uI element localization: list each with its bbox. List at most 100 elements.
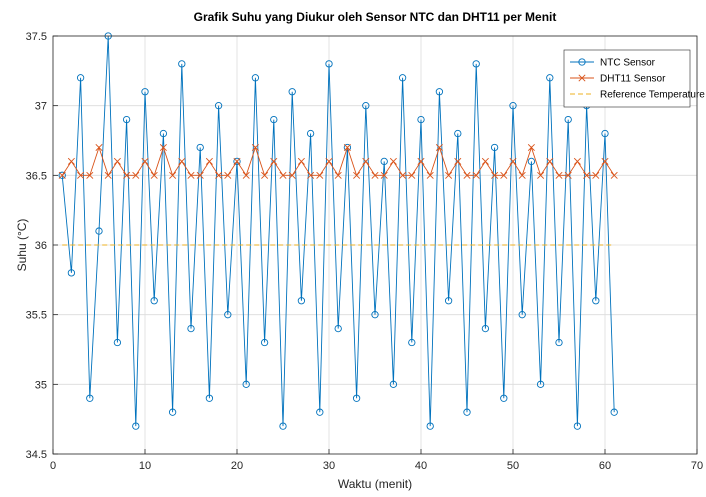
x-tick-label: 0 xyxy=(50,460,56,472)
series-layer xyxy=(58,32,618,430)
ntc-sensor-point xyxy=(426,422,434,430)
ntc-sensor-point xyxy=(132,422,140,430)
ntc-sensor-point xyxy=(141,88,149,96)
dht11-sensor-point xyxy=(527,143,535,151)
dht11-sensor-point xyxy=(132,171,140,179)
ntc-sensor-point xyxy=(362,102,370,110)
dht11-sensor-point xyxy=(325,157,333,165)
ntc-sensor-point xyxy=(343,143,352,152)
ntc-sensor-point xyxy=(297,297,306,305)
y-tick-label: 37.5 xyxy=(26,31,47,43)
dht11-sensor-point xyxy=(113,157,121,165)
dht11-sensor-point xyxy=(426,171,434,179)
y-tick-label: 34.5 xyxy=(26,449,47,461)
ntc-sensor-point xyxy=(371,311,379,319)
ntc-sensor-point xyxy=(306,129,315,138)
dht11-sensor-point xyxy=(242,171,250,179)
y-tick-label: 37 xyxy=(35,101,47,113)
ntc-sensor-point xyxy=(76,74,85,82)
dht11-sensor-point xyxy=(417,157,425,165)
legend: NTC Sensor DHT11 Sensor Reference Temperat… xyxy=(563,49,705,108)
ntc-sensor-point xyxy=(325,60,333,68)
ntc-sensor-point xyxy=(500,394,508,402)
ntc-sensor-point xyxy=(316,408,324,416)
dht11-sensor-point xyxy=(178,157,186,165)
dht11-sensor-point xyxy=(77,171,85,179)
dht11-sensor-point xyxy=(251,143,259,151)
dht11-sensor-point xyxy=(334,171,342,179)
x-tick-label: 40 xyxy=(415,460,427,472)
ntc-sensor-point xyxy=(435,88,444,96)
dht11-sensor-point xyxy=(555,171,563,179)
dht11-sensor-point xyxy=(196,171,204,179)
chart-title: Grafik Suhu yang Diukur oleh Sensor NTC … xyxy=(194,10,557,24)
ntc-sensor-point xyxy=(408,338,416,347)
ntc-sensor-point xyxy=(610,408,618,416)
x-tick-label: 60 xyxy=(599,460,611,472)
ntc-sensor-point xyxy=(95,227,103,235)
dht11-sensor-point xyxy=(288,171,296,179)
dht11-sensor-point xyxy=(445,171,453,179)
dht11-sensor-point xyxy=(573,157,581,165)
ntc-sensor-point xyxy=(150,297,158,305)
y-tick-label: 36 xyxy=(35,240,47,252)
ntc-sensor-point xyxy=(279,422,287,430)
ntc-sensor-point xyxy=(334,324,342,333)
dht11-sensor-point xyxy=(610,171,618,179)
legend-label: DHT11 Sensor xyxy=(600,74,666,85)
ntc-sensor-point xyxy=(205,394,214,402)
ntc-sensor-point xyxy=(536,380,545,388)
ntc-sensor-point xyxy=(454,129,462,138)
series-ntc-sensor xyxy=(58,32,618,430)
dht11-sensor-point xyxy=(270,157,278,165)
dht11-sensor-point xyxy=(123,171,131,179)
ticks: 0 10 20 30 40 50 60 70 34.5 35 35.5 36 36.5 37 37.5 xyxy=(26,31,704,472)
dht11-sensor-point xyxy=(169,171,177,179)
dht11-sensor-point xyxy=(343,143,351,151)
dht11-sensor-point xyxy=(518,171,526,179)
ntc-sensor-point xyxy=(380,157,388,166)
dht11-sensor-point xyxy=(408,171,416,179)
ntc-sensor-point xyxy=(417,115,425,124)
ntc-sensor-point xyxy=(573,422,582,430)
dht11-sensor-point xyxy=(583,171,591,179)
ntc-sensor-point xyxy=(288,88,296,96)
legend-box xyxy=(563,49,691,108)
dht11-sensor-point xyxy=(316,171,324,179)
ntc-sensor-point xyxy=(444,297,453,305)
dht11-sensor-point xyxy=(389,157,397,165)
y-axis-label: Suhu (°C) xyxy=(15,219,29,272)
ntc-sensor-point xyxy=(58,171,66,179)
ntc-sensor-point xyxy=(389,380,398,388)
legend-entry-ntc-sensor: NTC Sensor xyxy=(570,58,656,69)
ntc-sensor-point xyxy=(463,408,471,416)
legend-label: NTC Sensor xyxy=(600,58,656,69)
dht11-sensor-point xyxy=(95,143,103,151)
x-tick-label: 10 xyxy=(139,460,151,472)
legend-marker xyxy=(578,74,586,82)
dht11-sensor-point xyxy=(279,171,287,179)
dht11-sensor-point xyxy=(564,171,572,179)
dht11-sensor-point xyxy=(159,143,167,151)
ntc-sensor-point xyxy=(490,143,499,152)
dht11-sensor-point xyxy=(233,157,241,165)
dht11-sensor-point xyxy=(362,157,370,165)
ntc-sensor-point xyxy=(251,74,260,82)
ntc-sensor-point xyxy=(352,394,361,402)
ntc-sensor-point xyxy=(527,157,536,166)
x-tick-label: 70 xyxy=(691,460,703,472)
ntc-sensor-point xyxy=(481,324,490,333)
ntc-sensor-point xyxy=(233,157,241,166)
legend-entry-reference-temperature: Reference Temperature xyxy=(570,90,705,101)
dht11-sensor-point xyxy=(67,157,75,165)
dht11-sensor-point xyxy=(546,157,554,165)
dht11-sensor-point xyxy=(215,171,223,179)
dht11-sensor-point xyxy=(481,157,489,165)
dht11-sensor-point xyxy=(601,157,609,165)
dht11-sensor-point xyxy=(491,171,499,179)
ntc-sensor-point xyxy=(196,143,204,152)
dht11-sensor-point xyxy=(261,171,269,179)
legend-label: Reference Temperature xyxy=(600,90,705,101)
ntc-sensor-point xyxy=(472,60,480,68)
